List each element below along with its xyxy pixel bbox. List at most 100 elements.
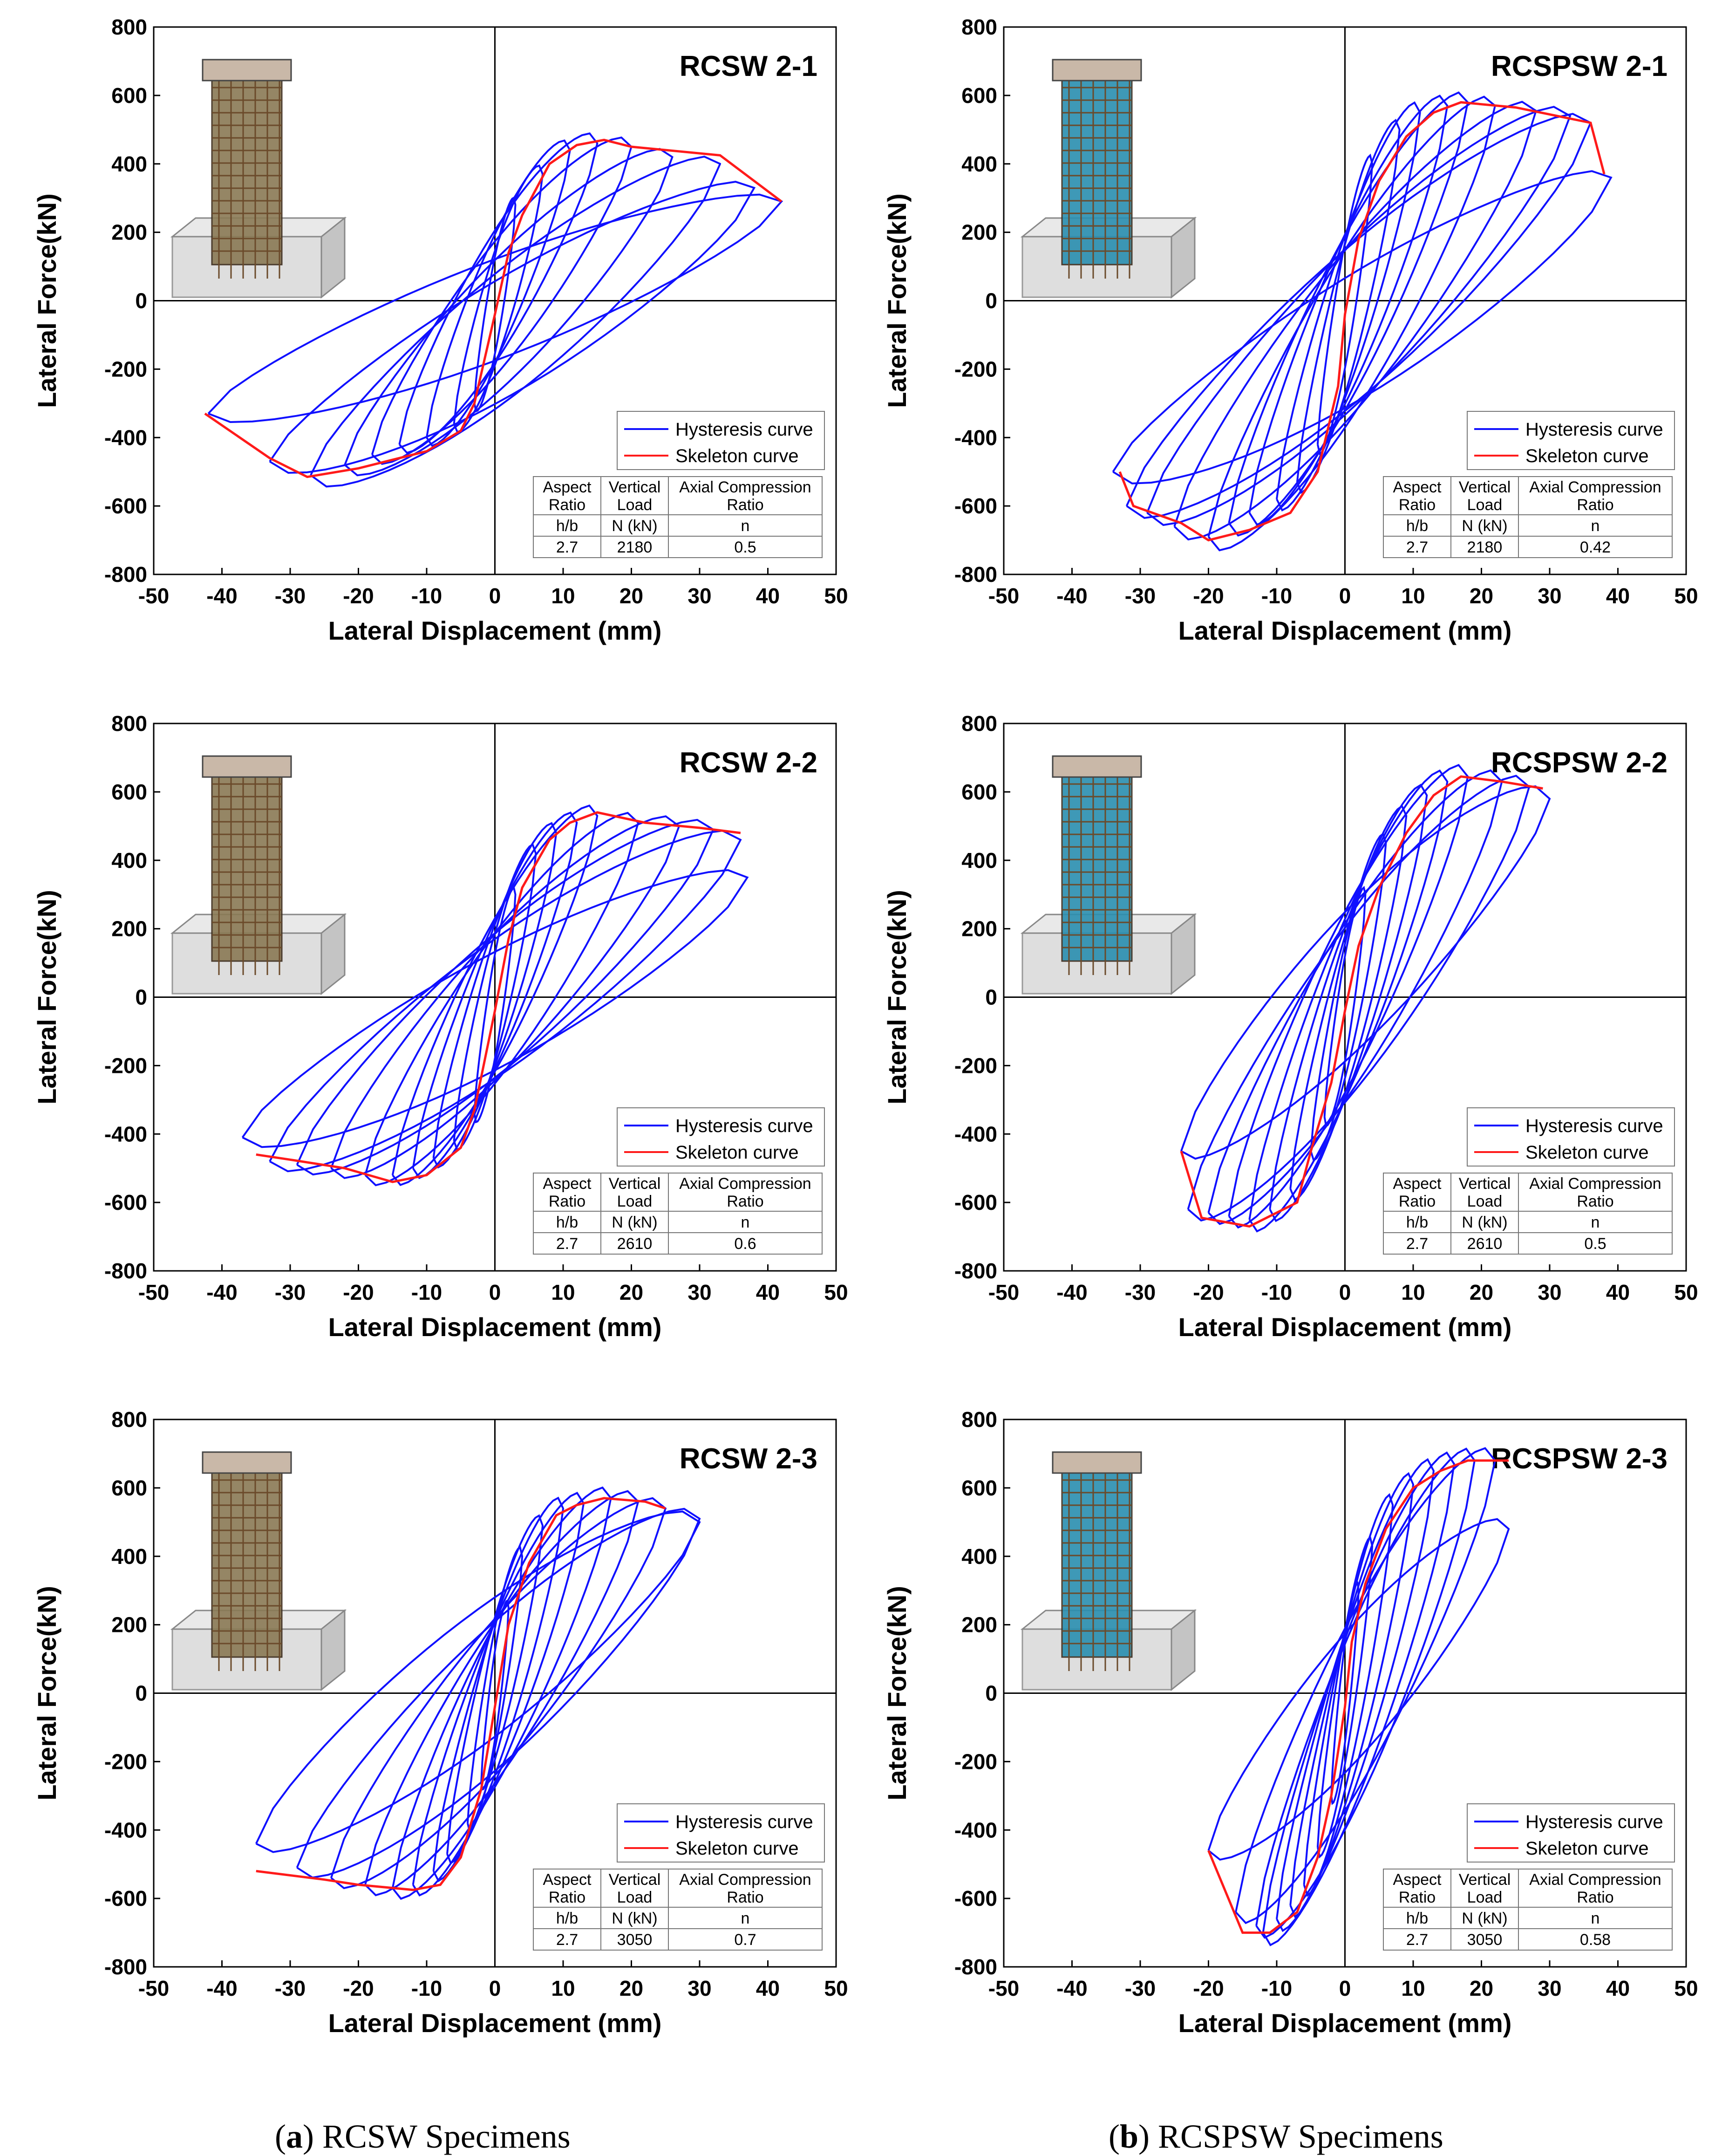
x-tick-label: -30 [1125, 1976, 1156, 2000]
table-header: Ratio [1577, 1889, 1613, 1906]
table-frame [533, 1173, 823, 1255]
rc-wall-icon [170, 1451, 347, 1692]
wall-body [211, 774, 283, 962]
y-tick-label: 200 [961, 917, 997, 941]
table-unit: N (kN) [612, 1910, 657, 1927]
y-tick-label: 600 [111, 83, 147, 108]
hysteresis-loop [412, 811, 578, 1180]
table-frame [1383, 1173, 1673, 1255]
hysteresis-loop [1289, 1472, 1415, 1918]
table-header: Load [1467, 1193, 1503, 1210]
hysteresis-loop [1235, 1447, 1496, 1924]
x-axis-label: Lateral Displacement (mm) [328, 1312, 662, 1342]
rcsp-wall-icon [1020, 1451, 1197, 1692]
hysteresis-loop [364, 812, 640, 1187]
x-tick-label: 20 [619, 1280, 643, 1304]
table-value: 2.7 [1406, 1931, 1428, 1949]
x-tick-label: -10 [1261, 1280, 1292, 1304]
table-header: Load [617, 1193, 653, 1210]
hysteresis-loop [391, 804, 599, 1186]
y-tick-label: -800 [954, 562, 997, 587]
y-tick-label: 800 [961, 1407, 997, 1432]
x-tick-label: -30 [275, 1976, 306, 2000]
y-tick-label: -800 [954, 1259, 997, 1283]
x-tick-label: 30 [1538, 584, 1561, 608]
table-value: 2.7 [1406, 1235, 1428, 1253]
x-axis-label: Lateral Displacement (mm) [1178, 1312, 1512, 1342]
rc-wall-icon [170, 59, 347, 299]
table-header: Axial Compression [1529, 1871, 1661, 1889]
table-value: 0.5 [1584, 1235, 1606, 1253]
x-tick-label: -20 [343, 584, 374, 608]
x-tick-label: -50 [138, 584, 169, 608]
hysteresis-loop [296, 1508, 701, 1879]
table-header: Vertical [1459, 1871, 1511, 1889]
x-tick-label: 20 [1470, 584, 1493, 608]
x-tick-label: -10 [411, 1976, 442, 2000]
x-tick-label: 50 [824, 1280, 848, 1304]
table-frame [533, 1869, 823, 1951]
y-tick-label: 200 [111, 917, 147, 941]
x-tick-label: -40 [1056, 1280, 1087, 1304]
x-tick-label: -30 [275, 1280, 306, 1304]
table-value: 2180 [617, 539, 653, 556]
chart-title: RCSW 2-1 [680, 50, 817, 82]
y-tick-label: -200 [954, 1053, 997, 1078]
table-unit: h/b [556, 517, 578, 535]
x-tick-label: 0 [1339, 1280, 1351, 1304]
chart-title: RCSW 2-2 [680, 747, 817, 779]
table-header: Ratio [549, 1193, 585, 1210]
legend-hysteresis-label: Hysteresis curve [1525, 419, 1663, 440]
wall-foundation-side [320, 216, 346, 299]
y-tick-label: -400 [104, 1818, 147, 1842]
hysteresis-loop [398, 132, 599, 454]
table-unit: n [1591, 517, 1600, 535]
hysteresis-loop [241, 869, 749, 1148]
y-tick-label: -600 [104, 1190, 147, 1214]
caption-a: (a) RCSW Specimens [275, 2118, 571, 2155]
x-tick-label: 20 [619, 584, 643, 608]
table-frame [1383, 1869, 1673, 1951]
x-tick-label: 0 [1339, 584, 1351, 608]
legend-box [617, 1803, 825, 1863]
hysteresis-loop [446, 1514, 544, 1865]
table-header: Vertical [1459, 1175, 1511, 1193]
y-tick-label: -600 [104, 494, 147, 518]
table-value: 2610 [1467, 1235, 1503, 1253]
table-value: 2610 [617, 1235, 653, 1253]
wall-cap-beam [1052, 1451, 1142, 1474]
chart-panel-3: -50 -40 -30 -20 -10 0 10 20 30 40 50 -800 -600 -400 -2… [32, 711, 848, 1342]
y-tick-label: 800 [111, 711, 147, 736]
legend: Hysteresis curve Skeleton curve [617, 411, 825, 470]
x-tick-label: 30 [687, 1976, 711, 2000]
table-header: Ratio [1577, 1193, 1613, 1210]
skeleton-curve [256, 811, 741, 1183]
y-axis-label: Lateral Force(kN) [882, 890, 912, 1105]
y-tick-label: 600 [961, 83, 997, 108]
table-unit: N (kN) [612, 1214, 657, 1231]
chart-title: RCSW 2-3 [680, 1443, 817, 1475]
y-tick-label: 800 [111, 15, 147, 39]
x-tick-label: 20 [1470, 1280, 1493, 1304]
table-header: Aspect [543, 1175, 592, 1193]
x-tick-label: 40 [756, 1976, 780, 2000]
table-unit: h/b [1406, 1910, 1428, 1927]
hysteresis-loop [310, 156, 721, 488]
skeleton-curve [204, 138, 783, 478]
table-header: Ratio [727, 496, 763, 514]
x-tick-label: -40 [206, 1976, 237, 2000]
hysteresis-loop [1316, 153, 1374, 456]
x-tick-label: -50 [138, 1280, 169, 1304]
x-axis-label: Lateral Displacement (mm) [328, 2008, 662, 2038]
legend-box [1467, 411, 1675, 470]
x-tick-label: 50 [824, 1976, 848, 2000]
legend: Hysteresis curve Skeleton curve [1467, 1107, 1675, 1167]
x-tick-label: -20 [343, 1280, 374, 1304]
caption-a-label: a [286, 2118, 303, 2155]
table-unit: h/b [556, 1910, 578, 1927]
legend: Hysteresis curve Skeleton curve [1467, 411, 1675, 470]
caption-b-text: RCSPSW Specimens [1158, 2118, 1443, 2155]
x-tick-label: 0 [1339, 1976, 1351, 2000]
